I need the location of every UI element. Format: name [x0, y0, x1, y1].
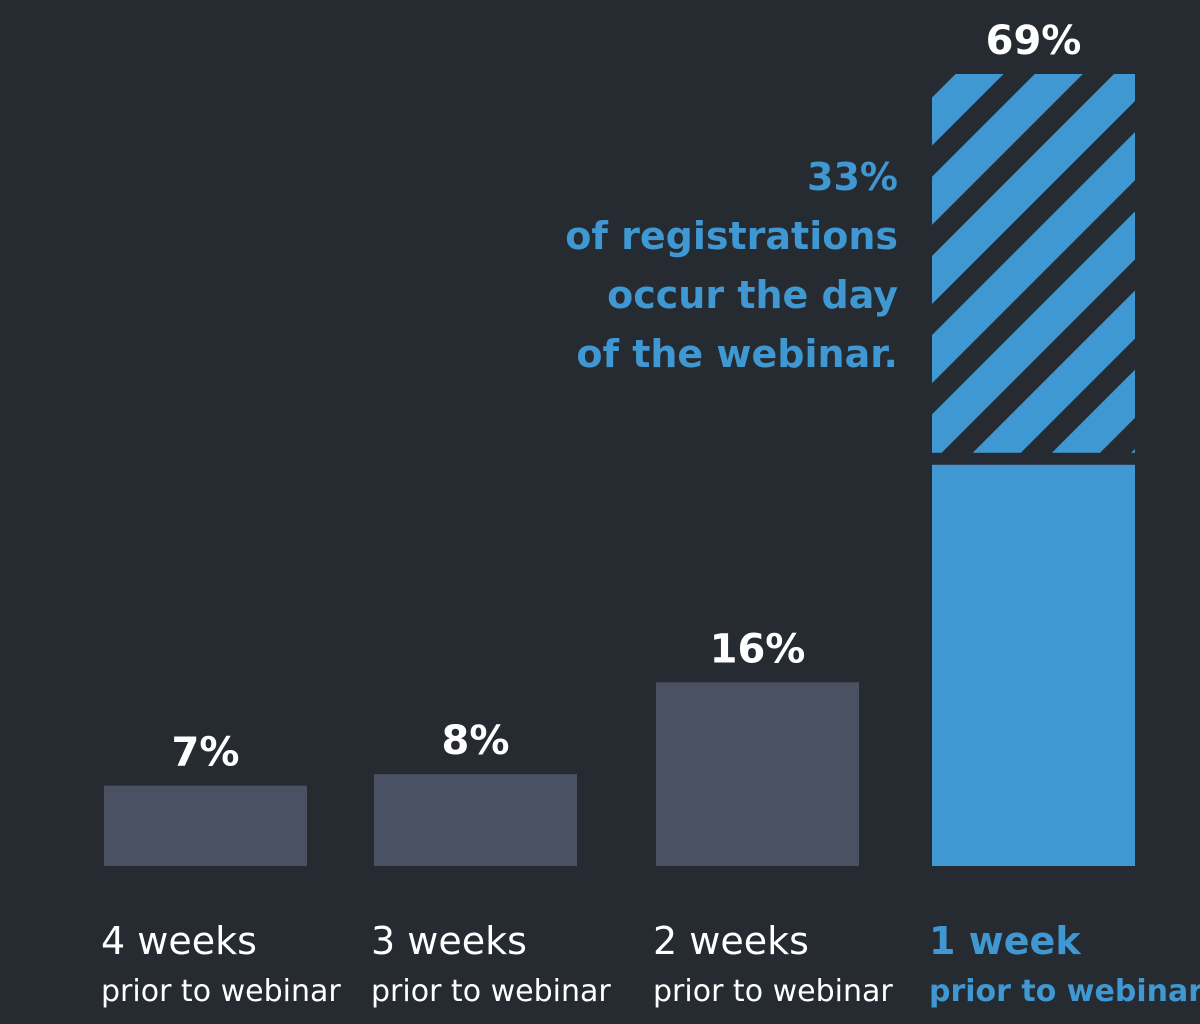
category-label: 1 week	[929, 919, 1081, 963]
value-label: 8%	[442, 718, 510, 764]
bar-segment-striped	[932, 74, 1135, 453]
bars	[104, 74, 1135, 866]
bar	[374, 774, 577, 866]
value-labels: 7% 8% 16% 69%	[172, 18, 1082, 776]
category-labels: 4 weeks prior to webinar 3 weeks prior to w…	[101, 919, 1200, 1009]
bar	[656, 682, 859, 866]
category-sublabel: prior to webinar	[653, 974, 893, 1009]
category-label: 3 weeks	[371, 919, 527, 963]
value-label: 16%	[710, 626, 806, 672]
value-label: 7%	[172, 730, 240, 776]
bar-segment-solid	[932, 464, 1135, 866]
category-label: 2 weeks	[653, 919, 809, 963]
bar	[104, 785, 307, 866]
value-label: 69%	[986, 18, 1082, 64]
category-sublabel: prior to webinar	[929, 974, 1200, 1009]
category-sublabel: prior to webinar	[101, 974, 341, 1009]
category-sublabel: prior to webinar	[371, 974, 611, 1009]
annotation: 33% of registrations occur the day of the w…	[565, 155, 898, 376]
category-label: 4 weeks	[101, 919, 257, 963]
